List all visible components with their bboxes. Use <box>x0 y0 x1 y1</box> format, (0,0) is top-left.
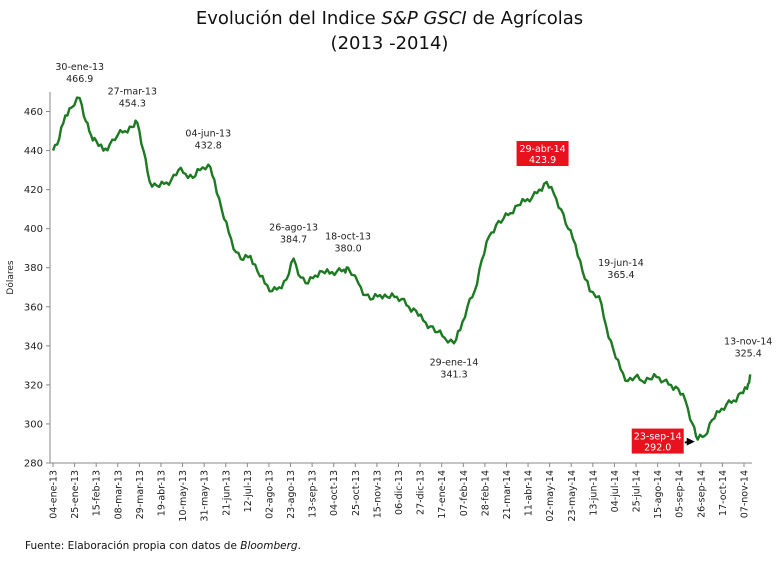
x-tick-label: 13-jun-14 <box>588 470 599 516</box>
annotation-date: 30-ene-13 <box>55 62 104 73</box>
annotation-date: 26-ago-13 <box>269 223 318 234</box>
x-tick-label: 17-oct-14 <box>718 470 729 516</box>
x-tick-label: 31-may-13 <box>200 470 211 522</box>
y-tick-label: 280 <box>24 459 43 470</box>
annotation-date: 18-oct-13 <box>325 232 371 243</box>
y-tick-label: 400 <box>24 224 43 235</box>
x-tick-label: 06-dic-13 <box>394 470 405 515</box>
y-tick-label: 360 <box>24 302 43 313</box>
chart-title-line1: Evolución del Indice S&P GSCI de Agrícol… <box>0 8 779 29</box>
source-italic: Bloomberg <box>240 540 298 552</box>
x-tick-label: 08-mar-13 <box>113 470 124 519</box>
series-line <box>51 96 752 441</box>
y-tick-label: 300 <box>24 419 43 430</box>
annotation-value: 432.8 <box>195 141 222 152</box>
annotation-value: 365.4 <box>607 270 634 281</box>
chart-title-line2: (2013 -2014) <box>330 33 449 54</box>
x-tick-label: 02-ago-13 <box>264 470 275 519</box>
source-suffix: . <box>297 540 301 552</box>
annotation-date: 29-abr-14 <box>519 144 565 155</box>
y-tick-label: 440 <box>24 146 43 157</box>
x-tick-label: 25-oct-13 <box>351 470 362 516</box>
x-tick-label: 28-feb-14 <box>480 470 491 516</box>
annotation-date: 29-ene-14 <box>430 357 479 368</box>
y-tick-label: 420 <box>24 185 43 196</box>
source-prefix: Fuente: Elaboración propia con datos de <box>25 540 237 552</box>
annotation-value: 341.3 <box>440 369 467 380</box>
x-tick-label: 23-may-14 <box>567 470 578 522</box>
annotation-date: 04-jun-13 <box>185 129 231 140</box>
x-tick-label: 17-ene-14 <box>437 470 448 519</box>
annotation-date: 23-sep-14 <box>634 432 682 443</box>
annotation-value: 380.0 <box>335 244 362 255</box>
source-note: Fuente: Elaboración propia con datos de … <box>25 540 301 552</box>
title-suffix: de Agrícolas <box>472 8 584 29</box>
x-tick-label: 04-jul-14 <box>610 470 621 512</box>
annotation-box <box>631 428 684 454</box>
y-tick-label: 460 <box>24 107 43 118</box>
title-index-name: S&P GSCI <box>381 8 467 29</box>
annotation-value: 466.9 <box>66 74 93 85</box>
annotation-date: 13-nov-14 <box>724 336 772 347</box>
y-tick-label: 320 <box>24 380 43 391</box>
x-tick-label: 15-ago-14 <box>653 470 664 519</box>
x-tick-label: 21-jun-13 <box>221 470 232 516</box>
x-tick-label: 25-jul-14 <box>632 470 643 512</box>
x-tick-label: 25-ene-13 <box>70 470 81 519</box>
annotation-arrowhead <box>686 437 695 446</box>
x-tick-label: 11-abr-14 <box>524 470 535 516</box>
annotation-date: 19-jun-14 <box>598 258 644 269</box>
x-tick-label: 21-mar-14 <box>502 470 513 519</box>
x-tick-label: 13-sep-13 <box>308 470 319 518</box>
y-tick-label: 380 <box>24 263 43 274</box>
x-tick-label: 10-may-13 <box>178 470 189 522</box>
x-tick-label: 19-abr-13 <box>156 470 167 516</box>
x-tick-label: 12-jul-13 <box>243 470 254 512</box>
x-tick-label: 27-dic-13 <box>416 470 427 515</box>
annotation-value: 423.9 <box>529 155 556 166</box>
annotation-box <box>516 141 569 167</box>
x-tick-label: 26-sep-14 <box>696 470 707 518</box>
y-tick-label: 340 <box>24 341 43 352</box>
x-tick-label: 04-ene-13 <box>49 470 60 519</box>
x-tick-label: 07-nov-14 <box>740 470 751 518</box>
x-tick-label: 02-may-14 <box>545 470 556 522</box>
x-tick-label: 15-nov-13 <box>372 470 383 518</box>
annotation-date: 27-mar-13 <box>108 87 157 98</box>
annotation-value: 454.3 <box>119 99 146 110</box>
annotation-value: 384.7 <box>280 235 307 246</box>
x-tick-label: 05-sep-14 <box>675 470 686 518</box>
x-tick-label: 23-ago-13 <box>286 470 297 519</box>
x-tick-label: 07-feb-14 <box>459 470 470 516</box>
x-tick-label: 15-feb-13 <box>92 470 103 516</box>
y-axis-label: Dólares <box>5 260 16 294</box>
title-prefix: Evolución del Indice <box>195 8 376 29</box>
x-tick-label: 29-mar-13 <box>135 470 146 519</box>
annotation-value: 292.0 <box>644 443 671 454</box>
annotation-value: 325.4 <box>735 348 762 359</box>
x-tick-label: 04-oct-13 <box>329 470 340 516</box>
